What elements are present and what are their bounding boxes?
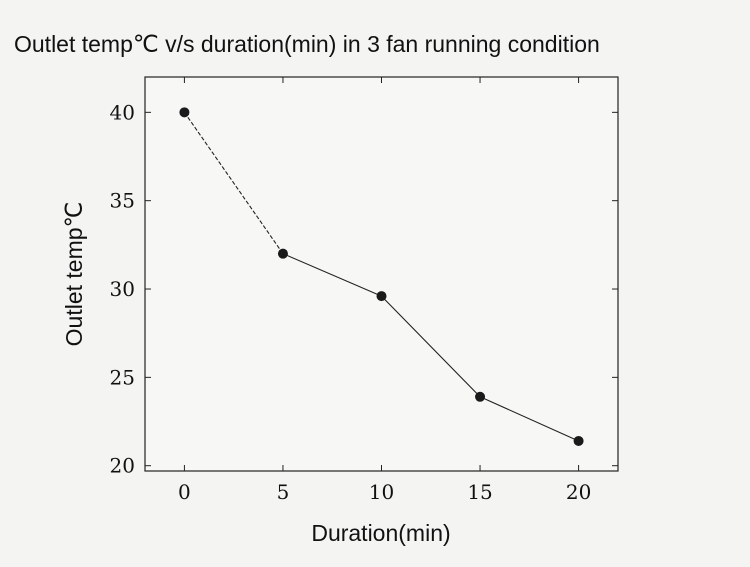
y-tick-label: 30 [110,277,135,301]
data-point [277,248,288,259]
x-tick-label: 5 [277,480,290,504]
y-tick-label: 20 [110,454,135,478]
x-tick-label: 0 [178,480,191,504]
y-tick-label: 40 [110,100,135,124]
data-point [475,391,486,402]
series-line-segment [479,396,579,442]
y-tick-label: 35 [110,189,135,213]
data-point [179,107,190,118]
y-tick-label: 25 [110,365,135,389]
x-tick-label: 20 [566,480,591,504]
x-tick-label: 10 [369,480,394,504]
plot-area [144,76,619,472]
x-tick-label: 15 [467,480,492,504]
x-axis: 0 5 10 15 20 [178,77,591,504]
data-point [573,435,584,446]
x-axis-label: Duration(min) [311,520,450,546]
chart-title: Outlet temp℃ v/s duration(min) in 3 fan … [14,31,600,57]
series-line-segment [282,253,382,297]
y-axis-label: Outlet temp℃ [61,202,87,347]
data-point [376,291,387,302]
series-line-segment [183,112,284,254]
series-line-segment [381,295,481,398]
series-layer [179,107,584,446]
y-axis: 20 25 30 35 40 [110,100,618,478]
